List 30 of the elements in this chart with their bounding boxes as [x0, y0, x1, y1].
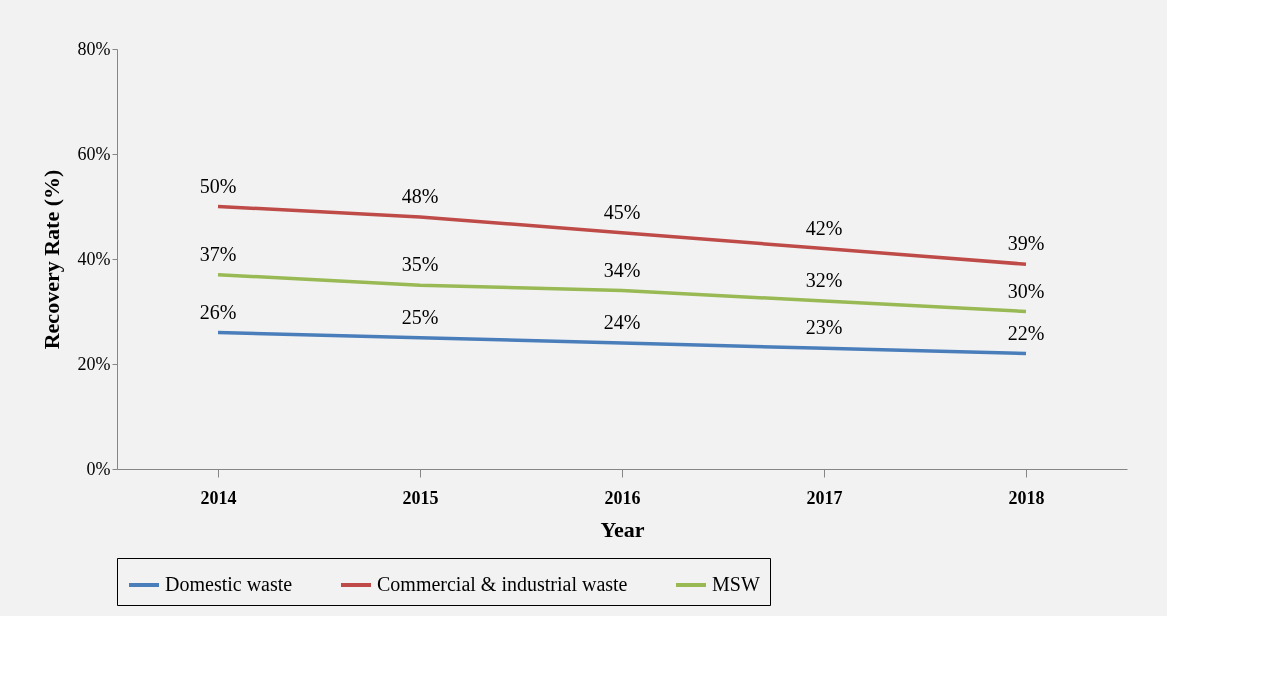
data-label: 32%	[805, 269, 843, 291]
data-label: 42%	[805, 216, 843, 239]
data-label: 26%	[199, 300, 237, 323]
y-tick-label: 80%	[77, 38, 111, 59]
y-tick-label: 60%	[77, 143, 111, 164]
x-tick-label: 2015	[402, 487, 439, 508]
x-axis-title: Year	[600, 516, 645, 542]
data-label: 34%	[603, 258, 641, 281]
x-tick-label: 2016	[604, 487, 641, 508]
data-label: 30%	[1007, 279, 1045, 302]
x-tick-label: 2018	[1008, 487, 1045, 508]
data-label: 48%	[401, 185, 439, 207]
data-label: 50%	[199, 174, 237, 197]
legend-label: Commercial & industrial waste	[377, 573, 628, 595]
data-label: 45%	[603, 200, 641, 223]
data-label: 25%	[401, 305, 439, 328]
data-label: 23%	[805, 316, 843, 339]
y-tick-label: 40%	[77, 248, 111, 269]
data-label: 35%	[401, 253, 439, 276]
x-tick-label: 2017	[806, 487, 843, 508]
legend-label: Domestic waste	[165, 573, 293, 595]
y-axis-title: Recovery Rate (%)	[38, 169, 64, 350]
data-label: 39%	[1007, 232, 1045, 255]
x-tick-label: 2014	[200, 487, 237, 508]
data-label: 24%	[603, 311, 641, 333]
legend-label: MSW	[712, 573, 760, 595]
data-label: 22%	[1007, 321, 1045, 344]
y-tick-label: 0%	[86, 458, 111, 479]
y-tick-label: 20%	[77, 353, 111, 374]
data-label: 37%	[199, 242, 237, 265]
